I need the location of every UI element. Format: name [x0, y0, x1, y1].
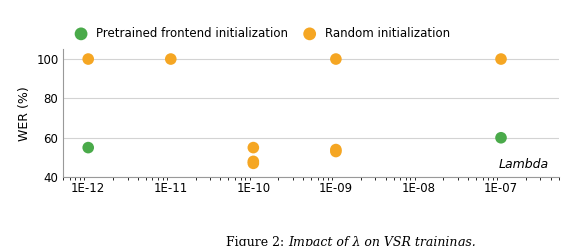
Text: Figure 2:: Figure 2: — [226, 236, 288, 246]
Random initialization — [166, 57, 175, 61]
Random initialization — [84, 57, 93, 61]
Text: Lambda: Lambda — [499, 158, 549, 171]
Random initialization — [497, 57, 506, 61]
Random initialization — [249, 161, 258, 165]
Random initialization — [331, 57, 340, 61]
Pretrained frontend initialization — [497, 136, 506, 140]
Y-axis label: WER (%): WER (%) — [18, 86, 31, 140]
Legend: Pretrained frontend initialization, Random initialization: Pretrained frontend initialization, Rand… — [69, 27, 450, 40]
Random initialization — [331, 150, 340, 154]
Random initialization — [249, 146, 258, 150]
Pretrained frontend initialization — [84, 146, 93, 150]
Text: Impact of λ on VSR trainings.: Impact of λ on VSR trainings. — [288, 236, 476, 246]
Random initialization — [331, 148, 340, 152]
Random initialization — [249, 159, 258, 163]
